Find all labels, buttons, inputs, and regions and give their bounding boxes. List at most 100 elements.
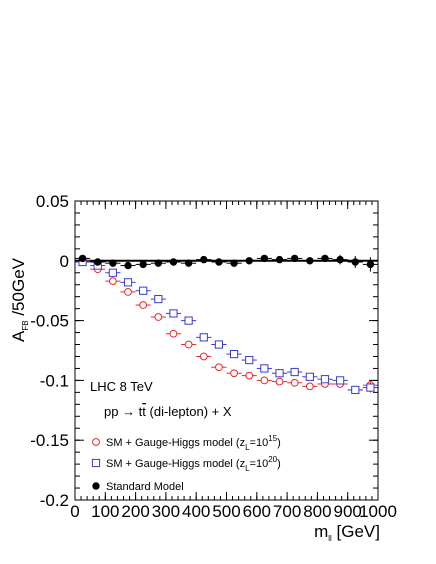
legend-label-mid: =10	[250, 437, 269, 449]
legend-label-sup: 20	[268, 455, 277, 464]
data-point	[336, 376, 345, 385]
data-point	[184, 316, 193, 325]
legend-entry: SM + Gauge-Higgs model (zL=1020)	[91, 455, 281, 473]
data-point	[109, 259, 117, 267]
data-point	[245, 371, 254, 380]
data-point	[184, 259, 193, 267]
y-tick-label: 0.05	[36, 192, 69, 211]
x-tick-label: 400	[182, 502, 210, 521]
y-tick-label: -0.1	[40, 371, 69, 390]
x-tick-label: 800	[303, 502, 331, 521]
data-point	[290, 367, 299, 377]
data-point	[154, 294, 163, 304]
x-axis-title-unit: [GeV]	[332, 522, 380, 541]
legend-label-text: Standard Model	[106, 481, 184, 493]
data-point	[260, 364, 269, 373]
y-tick-label: 0	[60, 252, 69, 271]
data-point	[306, 257, 314, 265]
data-point	[139, 301, 148, 309]
data-point	[230, 259, 238, 267]
plot-area	[75, 254, 378, 395]
data-point	[200, 255, 208, 264]
y-tick-label: -0.15	[30, 431, 69, 450]
data-point	[184, 340, 193, 349]
data-point	[139, 286, 148, 295]
data-point	[215, 363, 223, 372]
data-point	[169, 309, 178, 318]
legend-label-sub: L	[245, 443, 250, 452]
process-label-tbar: t	[142, 404, 146, 419]
y-axis-title-sub: FB	[21, 320, 30, 330]
legend-label-sub: L	[245, 464, 250, 473]
process-label: pp → tt (di-lepton) + X	[104, 404, 232, 419]
data-point	[169, 258, 178, 266]
x-tick-label: 300	[152, 502, 180, 521]
data-point	[123, 278, 133, 287]
data-point	[230, 369, 238, 378]
y-axis-title-unit: /50GeV	[9, 257, 28, 320]
legend-label: SM + Gauge-Higgs model (zL=1015)	[106, 434, 281, 452]
x-tick-label: 100	[91, 502, 119, 521]
data-point	[320, 375, 330, 384]
legend-marker	[92, 482, 100, 490]
legend-marker	[92, 438, 100, 446]
legend-entry: SM + Gauge-Higgs model (zL=1015)	[92, 434, 281, 452]
x-tick-label: 700	[273, 502, 301, 521]
data-point	[290, 254, 299, 263]
data-point	[245, 355, 254, 365]
data-point	[275, 255, 284, 264]
legend-label-sup: 15	[268, 434, 277, 443]
legend-label-post: )	[277, 458, 281, 470]
data-point	[275, 377, 284, 386]
data-point	[321, 254, 329, 263]
legend-label-mid: =10	[250, 458, 269, 470]
legend: SM + Gauge-Higgs model (zL=1015)SM + Gau…	[91, 434, 281, 493]
x-axis-title-sub: ll	[328, 534, 332, 543]
data-point	[336, 255, 344, 264]
y-tick-label: -0.2	[40, 491, 69, 510]
data-point	[214, 340, 224, 349]
data-point	[169, 329, 178, 338]
legend-label-text: SM + Gauge-Higgs model (z	[106, 437, 245, 449]
data-point	[229, 349, 239, 359]
legend-label-text: SM + Gauge-Higgs model (z	[106, 458, 245, 470]
data-point	[94, 258, 102, 266]
data-point	[366, 383, 375, 392]
x-axis-title: mll [GeV]	[314, 522, 380, 543]
data-point	[124, 261, 132, 270]
data-point	[260, 376, 269, 385]
data-point	[260, 254, 269, 263]
legend-label-post: )	[277, 437, 281, 449]
data-point	[78, 254, 87, 263]
legend-entry: Standard Model	[92, 481, 184, 493]
data-point	[139, 260, 147, 269]
data-point	[351, 258, 359, 266]
data-point	[199, 333, 208, 342]
x-tick-label: 500	[212, 502, 240, 521]
series-2	[75, 254, 378, 272]
process-label-pre: pp → t	[104, 404, 143, 419]
data-point	[305, 382, 314, 391]
legend-label: Standard Model	[106, 481, 184, 493]
x-tick-label: 1000	[359, 502, 397, 521]
data-point	[108, 268, 117, 277]
y-axis-title-main: A	[9, 330, 28, 342]
x-tick-label: 0	[70, 502, 79, 521]
data-point	[351, 385, 360, 395]
data-point	[275, 369, 284, 378]
data-point	[154, 259, 163, 267]
data-point	[124, 287, 132, 296]
axis-ticks	[74, 200, 379, 501]
data-point	[290, 378, 299, 387]
data-point	[199, 352, 208, 361]
x-tick-label: 900	[334, 502, 362, 521]
data-point	[305, 372, 314, 381]
y-axis-title: AFB /50GeV	[9, 257, 30, 342]
data-point	[154, 313, 163, 321]
data-point	[366, 260, 375, 269]
experiment-label: LHC 8 TeV	[90, 379, 153, 394]
data-point	[108, 277, 117, 286]
data-point	[215, 258, 223, 266]
